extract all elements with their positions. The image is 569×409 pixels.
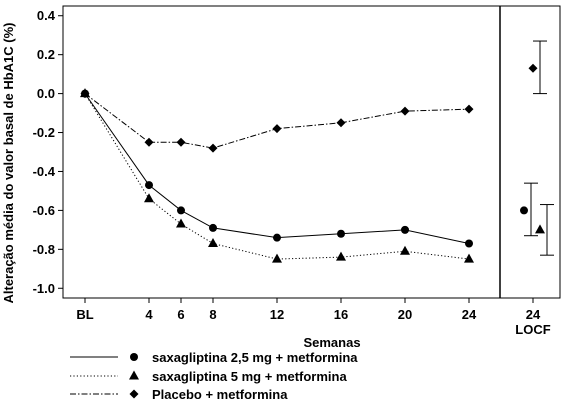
x-tick-label: 24 xyxy=(462,307,477,322)
y-axis-title: Alteração média do valor basal de HbA1C … xyxy=(1,22,16,303)
x-axis-title: Semanas xyxy=(303,335,360,350)
series-line xyxy=(84,93,470,260)
x-tick-label: 6 xyxy=(177,307,184,322)
series-line xyxy=(84,93,470,149)
y-tick-label: -0.6 xyxy=(33,203,55,218)
data-point xyxy=(336,251,346,261)
y-tick-label: -0.4 xyxy=(33,164,56,179)
y-axis: 0.4 0.2 0.0 -0.2 -0.4 -0.6 -0.8 -1.0 xyxy=(33,8,63,296)
data-point xyxy=(401,225,409,234)
data-point xyxy=(464,253,474,263)
plot-frame xyxy=(62,5,561,299)
plot-border xyxy=(62,5,561,299)
locf-group xyxy=(520,40,554,256)
data-point xyxy=(177,206,185,215)
legend-marker xyxy=(129,370,139,380)
legend: saxagliptina 2,5 mg + metformina saxaglip… xyxy=(70,350,358,402)
y-tick-label: 0.4 xyxy=(37,8,56,23)
data-point xyxy=(145,181,153,190)
data-point xyxy=(336,118,346,128)
data-point xyxy=(209,223,217,232)
data-point xyxy=(400,245,410,255)
series-line xyxy=(84,93,470,244)
data-point xyxy=(176,137,186,147)
y-tick-label: -0.8 xyxy=(33,242,55,257)
legend-label: Placebo + metformina xyxy=(152,387,288,402)
data-point xyxy=(144,193,154,203)
legend-label: saxagliptina 2,5 mg + metformina xyxy=(152,350,358,365)
data-point xyxy=(208,143,218,153)
y-tick-label: 0.0 xyxy=(37,86,55,101)
x-tick-label: 4 xyxy=(145,307,153,322)
x-tick-label: 20 xyxy=(398,307,412,322)
legend-label: saxagliptina 5 mg + metformina xyxy=(152,369,347,384)
data-point xyxy=(337,229,345,238)
data-point xyxy=(208,237,218,247)
y-tick-label: -0.2 xyxy=(33,125,55,140)
locf-sub-label: LOCF xyxy=(515,322,550,337)
x-tick-label: 8 xyxy=(209,307,216,322)
data-point xyxy=(144,137,154,147)
data-point xyxy=(272,253,282,263)
series-group xyxy=(80,88,474,263)
data-point xyxy=(465,239,473,248)
data-point xyxy=(272,124,282,134)
data-point xyxy=(400,106,410,116)
x-tick-label: BL xyxy=(76,307,93,322)
locf-tick-label: 24 xyxy=(526,307,541,322)
locf-point xyxy=(520,206,528,215)
y-tick-label: 0.2 xyxy=(37,47,55,62)
data-point xyxy=(80,89,90,99)
x-tick-label: 16 xyxy=(334,307,348,322)
x-tick-label: 12 xyxy=(270,307,284,322)
data-point xyxy=(273,233,281,242)
data-point xyxy=(176,218,186,228)
locf-point xyxy=(528,63,538,73)
data-point xyxy=(464,104,474,114)
legend-marker xyxy=(129,389,139,399)
y-tick-label: -1.0 xyxy=(33,281,55,296)
locf-point xyxy=(535,224,545,234)
legend-marker xyxy=(130,353,138,361)
